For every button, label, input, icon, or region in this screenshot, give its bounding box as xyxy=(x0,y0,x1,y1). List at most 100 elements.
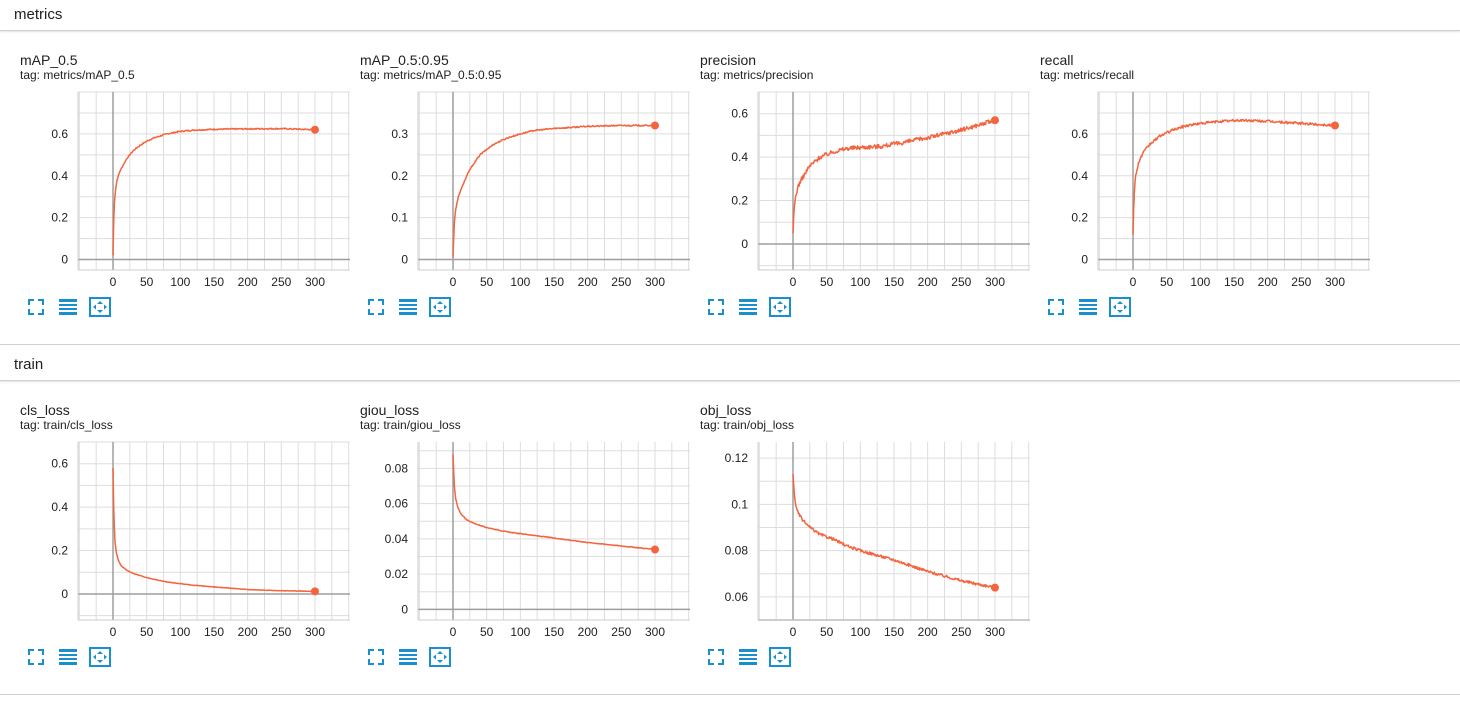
expand-button[interactable] xyxy=(364,296,388,318)
x-tick-label: 200 xyxy=(918,275,938,289)
fullscreen-icon xyxy=(1048,299,1064,315)
x-tick-label: 0 xyxy=(790,275,797,289)
lines-icon xyxy=(59,649,77,665)
y-tick-label: 0.2 xyxy=(391,169,408,183)
y-tick-label: 0.2 xyxy=(731,194,748,208)
fit-domain-icon xyxy=(429,647,451,667)
toggle-log-scale-button[interactable] xyxy=(1076,296,1100,318)
y-tick-label: 0.4 xyxy=(731,150,748,164)
y-tick-label: 0.4 xyxy=(51,169,68,183)
fit-domain-button[interactable] xyxy=(88,646,112,668)
section-header-train[interactable]: train xyxy=(0,350,1460,381)
expand-button[interactable] xyxy=(24,296,48,318)
chart-plot[interactable]: 0 0.2 0.4 0.6 0 50 100 150 200 250 300 xyxy=(12,432,352,644)
y-tick-label: 0.06 xyxy=(385,497,409,511)
x-tick-label: 50 xyxy=(140,625,154,639)
chart-card-precision: precision tag: metrics/precision 0 0.2 0.4… xyxy=(692,52,1032,352)
toggle-log-scale-button[interactable] xyxy=(736,646,760,668)
expand-button[interactable] xyxy=(364,646,388,668)
fit-domain-button[interactable] xyxy=(768,296,792,318)
fit-domain-button[interactable] xyxy=(768,646,792,668)
fullscreen-icon xyxy=(368,299,384,315)
y-tick-label: 0.6 xyxy=(1071,127,1088,141)
y-tick-label: 0.2 xyxy=(1071,211,1088,225)
fit-domain-icon xyxy=(89,647,111,667)
fit-domain-button[interactable] xyxy=(1108,296,1132,318)
lines-icon xyxy=(739,649,757,665)
chart-plot[interactable]: 0 0.02 0.04 0.06 0.08 0 50 100 150 200 250 300 xyxy=(352,432,692,644)
y-tick-label: 0.1 xyxy=(391,211,408,225)
section-title: metrics xyxy=(14,6,63,23)
y-tick-label: 0.4 xyxy=(1071,169,1088,183)
x-tick-label: 200 xyxy=(1258,275,1278,289)
x-tick-label: 100 xyxy=(850,625,870,639)
x-tick-label: 200 xyxy=(578,625,598,639)
fit-domain-button[interactable] xyxy=(88,296,112,318)
series-line-precision xyxy=(792,117,996,234)
y-tick-label: 0 xyxy=(401,602,408,616)
y-tick-label: 0 xyxy=(401,253,408,267)
y-tick-label: 0 xyxy=(741,237,748,251)
series-line-giou_loss xyxy=(452,454,656,551)
chart-title: recall xyxy=(1040,52,1074,68)
chart-tag: tag: train/obj_loss xyxy=(700,418,795,432)
section-divider xyxy=(0,344,1460,345)
x-tick-label: 300 xyxy=(305,625,325,639)
section-header-metrics[interactable]: metrics xyxy=(0,0,1460,31)
series-endpoint-marker xyxy=(310,587,319,596)
section-title: train xyxy=(14,356,44,373)
chart-tag: tag: metrics/mAP_0.5 xyxy=(20,68,135,82)
y-tick-label: 0 xyxy=(61,587,68,601)
fullscreen-icon xyxy=(708,649,724,665)
toggle-log-scale-button[interactable] xyxy=(56,646,80,668)
expand-button[interactable] xyxy=(704,646,728,668)
toggle-log-scale-button[interactable] xyxy=(736,296,760,318)
chart-tag: tag: metrics/recall xyxy=(1040,68,1135,82)
x-tick-label: 0 xyxy=(110,625,117,639)
x-tick-label: 100 xyxy=(510,275,530,289)
chart-plot[interactable]: 0 0.2 0.4 0.6 0 50 100 150 200 250 300 xyxy=(12,82,352,294)
x-tick-label: 100 xyxy=(1190,275,1210,289)
series-line-obj_loss xyxy=(792,474,996,590)
lines-icon xyxy=(739,299,757,315)
lines-icon xyxy=(1079,299,1097,315)
x-tick-label: 200 xyxy=(918,625,938,639)
fullscreen-icon xyxy=(368,649,384,665)
y-tick-label: 0.08 xyxy=(385,461,409,475)
toggle-log-scale-button[interactable] xyxy=(396,646,420,668)
series-endpoint-marker xyxy=(650,121,659,130)
y-tick-label: 0.02 xyxy=(385,567,409,581)
lines-icon xyxy=(399,299,417,315)
y-tick-label: 0.08 xyxy=(725,544,749,558)
x-tick-label: 200 xyxy=(578,275,598,289)
toggle-log-scale-button[interactable] xyxy=(56,296,80,318)
expand-button[interactable] xyxy=(704,296,728,318)
x-tick-label: 0 xyxy=(790,625,797,639)
x-tick-label: 200 xyxy=(238,275,258,289)
x-tick-label: 0 xyxy=(450,275,457,289)
toggle-log-scale-button[interactable] xyxy=(396,296,420,318)
chart-plot[interactable]: 0 0.2 0.4 0.6 0 50 100 150 200 250 300 xyxy=(692,82,1032,294)
series-endpoint-marker xyxy=(1330,121,1339,130)
expand-button[interactable] xyxy=(24,646,48,668)
chart-tag: tag: train/giou_loss xyxy=(360,418,461,432)
x-tick-label: 50 xyxy=(140,275,154,289)
x-tick-label: 250 xyxy=(611,625,631,639)
x-tick-label: 150 xyxy=(204,275,224,289)
series-line-recall xyxy=(1132,118,1336,235)
x-tick-label: 300 xyxy=(1325,275,1345,289)
x-tick-label: 150 xyxy=(1224,275,1244,289)
x-tick-label: 250 xyxy=(611,275,631,289)
x-tick-label: 0 xyxy=(110,275,117,289)
fit-domain-button[interactable] xyxy=(428,296,452,318)
x-tick-label: 50 xyxy=(480,625,494,639)
chart-plot[interactable]: 0 0.1 0.2 0.3 0 50 100 150 200 250 300 xyxy=(352,82,692,294)
series-endpoint-marker xyxy=(310,125,319,134)
chart-tag: tag: train/cls_loss xyxy=(20,418,113,432)
fit-domain-icon xyxy=(1109,297,1131,317)
chart-plot[interactable]: 0 0.2 0.4 0.6 0 50 100 150 200 250 300 xyxy=(1032,82,1372,294)
expand-button[interactable] xyxy=(1044,296,1068,318)
chart-plot[interactable]: 0.06 0.08 0.1 0.12 0 50 100 150 200 250 300 xyxy=(692,432,1032,644)
fit-domain-icon xyxy=(769,297,791,317)
fit-domain-button[interactable] xyxy=(428,646,452,668)
